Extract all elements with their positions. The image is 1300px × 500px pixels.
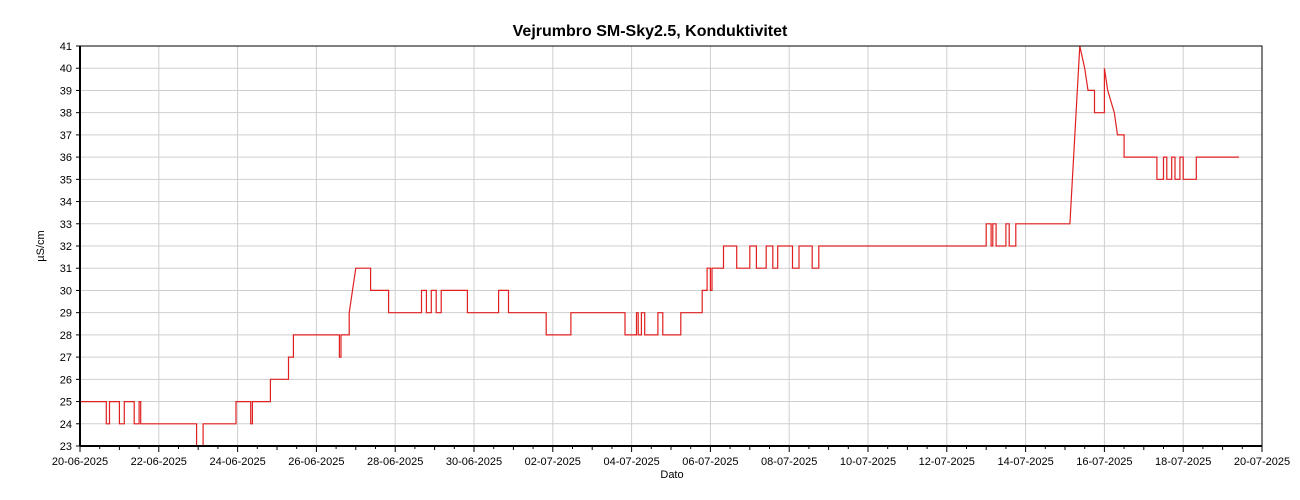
y-tick-label: 25 (60, 397, 72, 409)
tick-labels: 23 24 25 26 27 28 29 30 31 32 33 34 35 36 37 38 39 40 41 20… (52, 41, 1290, 468)
y-tick-label: 37 (60, 130, 72, 142)
y-tick-label: 35 (60, 174, 72, 186)
x-tick-label: 30-06-2025 (446, 456, 502, 468)
y-axis-label: µS/cm (35, 230, 47, 261)
y-tick-label: 23 (60, 441, 72, 453)
y-tick-label: 33 (60, 219, 72, 231)
y-tick-label: 41 (60, 41, 72, 53)
y-tick-label: 38 (60, 108, 72, 120)
x-tick-label: 04-07-2025 (603, 456, 659, 468)
x-tick-label: 22-06-2025 (131, 456, 187, 468)
x-tick-label: 02-07-2025 (525, 456, 581, 468)
x-tick-label: 12-07-2025 (919, 456, 975, 468)
x-tick-label: 20-06-2025 (52, 456, 108, 468)
x-tick-label: 28-06-2025 (367, 456, 423, 468)
y-tick-label: 29 (60, 308, 72, 320)
axes (76, 45, 1263, 452)
series-layer (80, 45, 1239, 447)
grid-lines (80, 45, 1262, 447)
x-tick-label: 14-07-2025 (997, 456, 1053, 468)
x-tick-label: 24-06-2025 (209, 456, 265, 468)
y-tick-label: 26 (60, 374, 72, 386)
x-tick-label: 08-07-2025 (761, 456, 817, 468)
chart-title: Vejrumbro SM-Sky2.5, Konduktivitet (513, 23, 788, 40)
y-tick-label: 36 (60, 152, 72, 164)
y-tick-label: 34 (60, 197, 72, 209)
y-tick-label: 28 (60, 330, 72, 342)
x-tick-label: 10-07-2025 (840, 456, 896, 468)
y-tick-label: 32 (60, 241, 72, 253)
x-axis-label: Dato (660, 469, 683, 481)
y-tick-label: 31 (60, 263, 72, 275)
x-tick-label: 20-07-2025 (1234, 456, 1290, 468)
y-tick-label: 24 (60, 419, 72, 431)
x-tick-label: 16-07-2025 (1076, 456, 1132, 468)
y-tick-label: 27 (60, 352, 72, 364)
y-tick-label: 40 (60, 63, 72, 75)
y-tick-label: 30 (60, 285, 72, 297)
series-line-0 (80, 45, 1239, 447)
x-tick-label: 06-07-2025 (682, 456, 738, 468)
x-tick-label: 18-07-2025 (1155, 456, 1211, 468)
y-tick-label: 39 (60, 85, 72, 97)
x-tick-label: 26-06-2025 (288, 456, 344, 468)
